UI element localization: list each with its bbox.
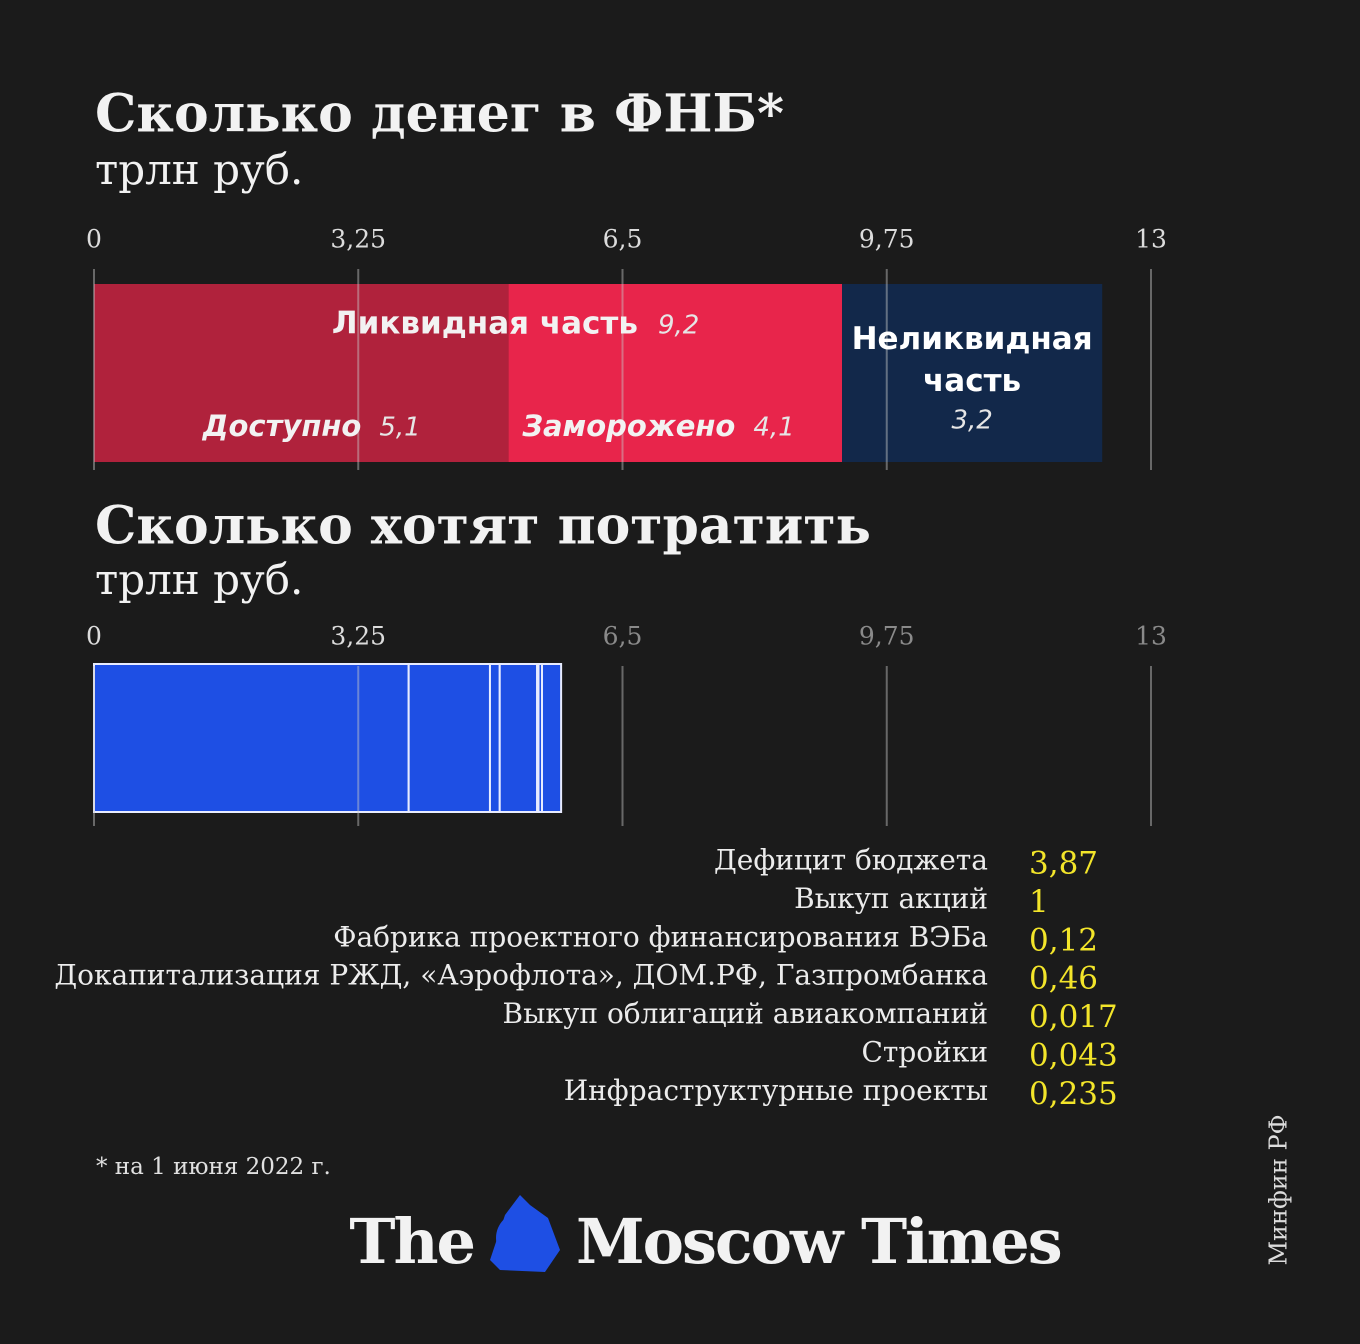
x-tick-label: 13 bbox=[1135, 622, 1167, 651]
legend-name: Выкуп облигаций авиакомпаний bbox=[503, 997, 988, 1030]
x-tick-label: 6,5 bbox=[603, 225, 643, 254]
legend-name: Инфраструктурные проекты bbox=[564, 1074, 988, 1107]
bar-segment bbox=[842, 284, 1103, 462]
segment-label: Доступно bbox=[202, 409, 362, 443]
legend-value: 0,46 bbox=[1029, 961, 1098, 997]
segment-label: Неликвидная часть bbox=[851, 321, 1093, 399]
footnote: * на 1 июня 2022 г. bbox=[96, 1154, 331, 1180]
legend-name: Выкуп акций bbox=[794, 882, 988, 915]
legend-value: 0,017 bbox=[1029, 999, 1118, 1035]
x-tick-label: 0 bbox=[86, 622, 102, 651]
bar-segment bbox=[93, 663, 410, 813]
x-tick-label: 13 bbox=[1135, 225, 1167, 254]
group-label: Ликвидная часть bbox=[332, 306, 638, 342]
legend-name: Докапитализация РЖД, «Аэрофлота», ДОМ.РФ… bbox=[54, 959, 988, 992]
legend-value: 0,043 bbox=[1029, 1038, 1118, 1074]
segment-label: Заморожено bbox=[521, 409, 735, 443]
x-tick-label: 9,75 bbox=[859, 225, 915, 254]
legend-value: 3,87 bbox=[1029, 846, 1098, 882]
legend-value: 0,235 bbox=[1029, 1076, 1118, 1112]
bar-segment bbox=[541, 663, 563, 813]
bar-segment bbox=[488, 663, 501, 813]
legend-name: Фабрика проектного финансирования ВЭБа bbox=[333, 920, 988, 953]
group-value: 9,2 bbox=[658, 311, 699, 341]
segment-value: 3,2 bbox=[951, 406, 992, 436]
logo-name: Moscow Times bbox=[576, 1205, 1061, 1278]
chart-subtitle: трлн руб. bbox=[95, 145, 303, 194]
bar-segment bbox=[508, 284, 843, 462]
bar-segment bbox=[407, 663, 491, 813]
legend-name: Дефицит бюджета bbox=[714, 844, 988, 877]
segment-value: 4,1 bbox=[753, 413, 794, 443]
segment-label-box: Неликвидная часть bbox=[851, 321, 1093, 399]
x-tick-label: 3,25 bbox=[330, 622, 386, 651]
bar-segment bbox=[94, 284, 509, 462]
x-tick-label: 0 bbox=[86, 225, 102, 254]
x-tick-label: 6,5 bbox=[603, 622, 643, 651]
legend-value: 1 bbox=[1029, 884, 1049, 920]
x-tick-label: 3,25 bbox=[330, 225, 386, 254]
chart-title: Сколько хотят потратить bbox=[95, 496, 871, 557]
bar-segment bbox=[498, 663, 539, 813]
x-tick-label: 9,75 bbox=[859, 622, 915, 651]
logo-the: The bbox=[349, 1205, 474, 1278]
chart-title: Сколько денег в ФНБ* bbox=[95, 84, 784, 145]
chart-subtitle: трлн руб. bbox=[95, 555, 303, 604]
legend-value: 0,12 bbox=[1029, 922, 1098, 958]
legend-name: Стройки bbox=[861, 1036, 988, 1069]
logo-icon bbox=[490, 1195, 560, 1272]
segment-value: 5,1 bbox=[379, 413, 420, 443]
source: Минфин РФ bbox=[1265, 1114, 1293, 1265]
